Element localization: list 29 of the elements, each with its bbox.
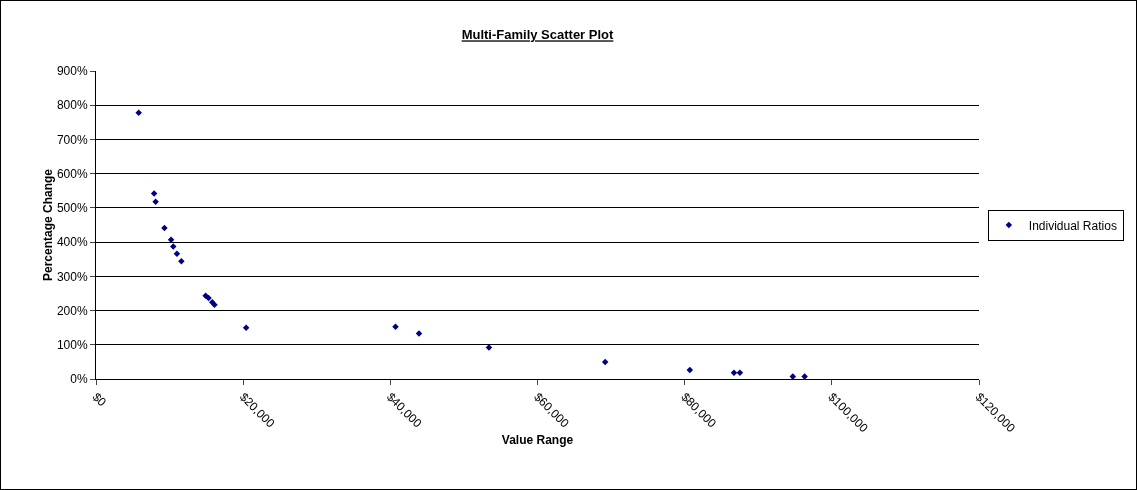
y-tick-label: 600%	[56, 166, 88, 181]
y-tick-label: 500%	[56, 201, 88, 216]
point	[392, 323, 399, 330]
y-tick-label: 300%	[56, 269, 88, 284]
point	[167, 236, 175, 243]
y-tick-label: 400%	[56, 235, 88, 250]
y-tick-label: 800%	[56, 98, 88, 113]
point	[789, 373, 797, 379]
y-tick-label: 700%	[56, 132, 88, 147]
point	[135, 109, 142, 116]
y-axis-title: Percentage Change	[40, 168, 55, 282]
x-tick-label: $0	[89, 389, 110, 410]
y-tick-label: 100%	[56, 337, 88, 352]
y-tick-label: 0%	[70, 372, 88, 387]
y-tick-label: 200%	[56, 303, 88, 318]
legend-label: Individual Ratios	[1028, 218, 1117, 233]
point	[801, 373, 808, 379]
x-axis-title: Value Range	[501, 432, 574, 447]
y-tick-label: 900%	[56, 64, 88, 79]
point	[170, 243, 177, 250]
chart-title: Multi-Family Scatter Plot	[461, 27, 615, 43]
point	[152, 198, 159, 205]
point	[173, 250, 181, 257]
point	[736, 369, 744, 377]
point	[178, 258, 185, 265]
point	[242, 324, 250, 331]
point	[730, 369, 738, 377]
point	[686, 366, 694, 374]
point	[601, 358, 609, 366]
